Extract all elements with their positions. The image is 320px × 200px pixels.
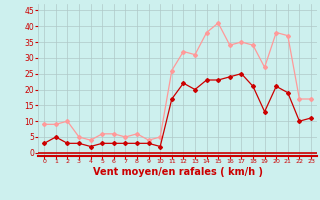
X-axis label: Vent moyen/en rafales ( km/h ): Vent moyen/en rafales ( km/h ) — [92, 167, 263, 177]
